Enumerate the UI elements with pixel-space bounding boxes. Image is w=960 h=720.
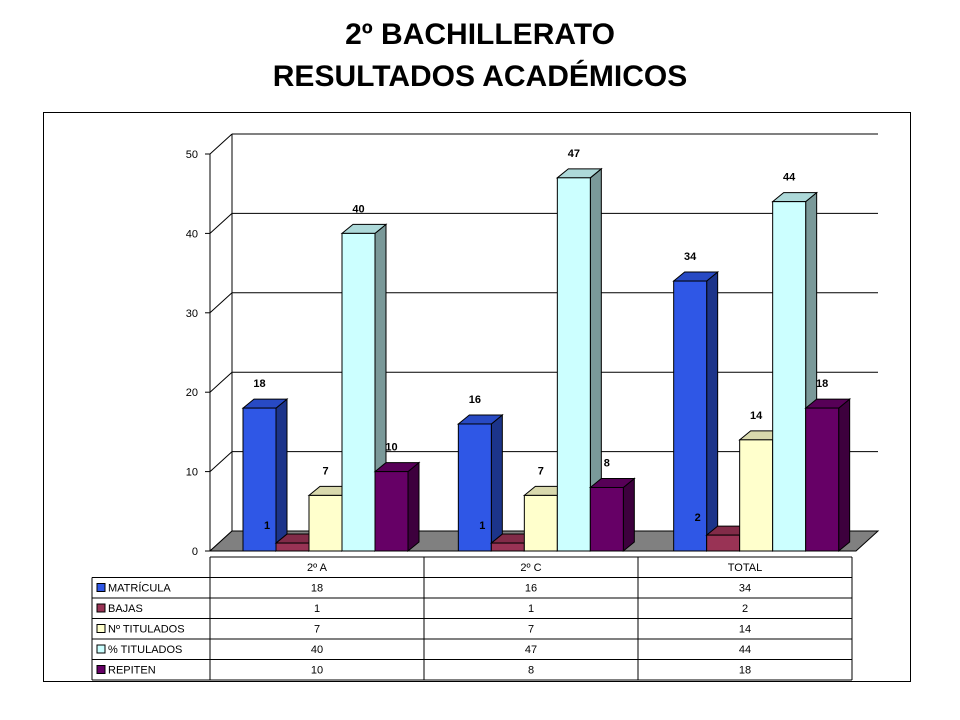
- data-label: 47: [568, 148, 580, 160]
- chart-title-line2: RESULTADOS ACADÉMICOS: [272, 60, 688, 93]
- bar-side: [838, 398, 851, 553]
- table-value-cell: 47: [525, 644, 537, 656]
- gridline-diagonal: [209, 292, 233, 314]
- table-value-cell: 7: [528, 624, 534, 636]
- table-value-cell: 34: [739, 583, 751, 595]
- bar: [555, 167, 603, 553]
- data-label: 18: [816, 378, 828, 390]
- bar-front: [242, 407, 277, 552]
- y-tick-label: 30: [186, 308, 198, 320]
- table-value-cell: 7: [314, 624, 320, 636]
- table-value-cell: 16: [525, 583, 537, 595]
- data-label: 40: [352, 203, 364, 215]
- gridline-diagonal: [209, 133, 233, 155]
- data-label: 8: [604, 457, 610, 469]
- bar: [373, 461, 421, 553]
- table-value-cell: 18: [311, 583, 323, 595]
- data-label: 10: [385, 442, 397, 454]
- legend-swatch: [96, 624, 106, 633]
- bar-front: [556, 177, 591, 552]
- table-value-cell: 10: [311, 665, 323, 677]
- y-tick-label: 0: [192, 546, 198, 558]
- bar-side: [706, 270, 719, 553]
- data-label: 34: [684, 251, 697, 263]
- data-label: 18: [253, 378, 265, 390]
- legend-swatch: [96, 603, 106, 613]
- gridline-diagonal: [209, 213, 233, 234]
- data-label: 7: [538, 465, 544, 477]
- table-value-cell: 18: [739, 665, 751, 677]
- bar: [672, 270, 720, 553]
- gridline-diagonal: [209, 451, 233, 472]
- bar-front: [341, 232, 376, 552]
- y-tick-label: 10: [186, 467, 198, 479]
- bar: [456, 413, 504, 553]
- legend-swatch: [96, 583, 106, 592]
- chart-frame: [43, 112, 911, 682]
- bar: [804, 398, 852, 553]
- data-label: 7: [322, 465, 328, 477]
- bar-front: [523, 494, 558, 552]
- bar-front: [772, 201, 807, 552]
- table-value-cell: 14: [739, 624, 751, 636]
- data-label: 2: [695, 512, 701, 524]
- bar-front: [308, 494, 343, 552]
- bar-front: [673, 280, 708, 552]
- table-header-cell: 2º C: [520, 562, 541, 574]
- bar-side: [275, 398, 288, 553]
- bar: [241, 398, 289, 553]
- bar: [588, 477, 636, 553]
- bar-front: [805, 407, 840, 552]
- bar-front: [706, 534, 741, 552]
- bar-side: [622, 477, 635, 553]
- table-value-cell: 8: [528, 665, 534, 677]
- table-header-cell: 2º A: [307, 562, 328, 574]
- legend-series-name: % TITULADOS: [108, 644, 182, 656]
- table-value-cell: 40: [311, 644, 323, 656]
- table-value-cell: 1: [314, 603, 320, 615]
- bar-front: [589, 486, 624, 552]
- bar-front: [275, 542, 310, 552]
- data-label: 14: [750, 410, 763, 422]
- y-tick-label: 50: [186, 149, 198, 161]
- bar-front: [490, 542, 525, 552]
- table-value-cell: 2: [742, 603, 748, 615]
- bar-front: [739, 439, 774, 552]
- bar-side: [490, 413, 503, 553]
- bar-front: [457, 423, 492, 552]
- gridline-diagonal: [209, 371, 233, 393]
- bar-front: [374, 471, 409, 552]
- bar-side: [407, 461, 420, 553]
- legend-swatch: [96, 665, 106, 674]
- table-header-cell: TOTAL: [728, 562, 762, 574]
- table-value-cell: 1: [528, 603, 534, 615]
- legend-series-name: MATRÍCULA: [108, 582, 171, 595]
- legend-series-name: REPITEN: [108, 665, 156, 677]
- legend-series-name: Nº TITULADOS: [108, 624, 185, 636]
- legend-swatch: [96, 644, 106, 654]
- data-label: 1: [479, 520, 485, 532]
- data-label: 44: [783, 172, 796, 184]
- chart-title-line1: 2º BACHILLERATO: [345, 18, 615, 51]
- legend-series-name: BAJAS: [108, 603, 143, 615]
- y-tick-label: 20: [186, 387, 198, 399]
- data-label: 16: [469, 394, 481, 406]
- table-value-cell: 44: [739, 644, 751, 656]
- data-label: 1: [264, 520, 270, 532]
- y-tick-label: 40: [186, 228, 198, 240]
